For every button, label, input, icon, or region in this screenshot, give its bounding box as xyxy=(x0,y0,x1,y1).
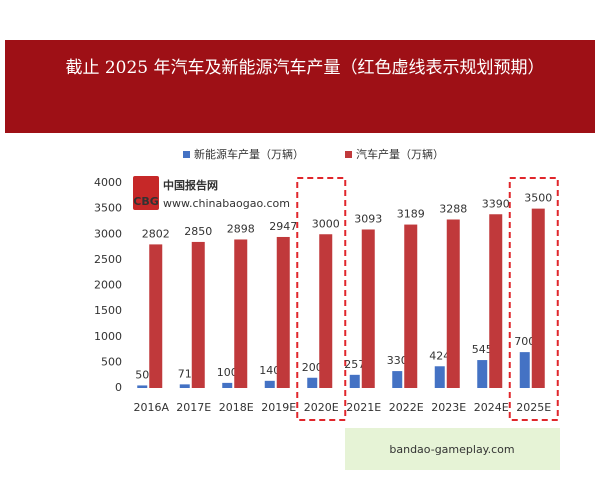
x-tick-label: 2019E xyxy=(261,401,296,414)
data-label: 100 xyxy=(217,366,238,379)
data-label: 3093 xyxy=(354,212,382,225)
x-tick-label: 2017E xyxy=(176,401,211,414)
logo-badge: CBG xyxy=(133,195,159,208)
data-label: 3189 xyxy=(397,208,425,221)
bar xyxy=(191,241,205,388)
bar xyxy=(489,214,503,388)
data-label: 257 xyxy=(344,358,365,371)
bar xyxy=(404,224,418,388)
bar xyxy=(137,385,148,388)
x-tick-label: 2022E xyxy=(389,401,424,414)
bar xyxy=(392,371,403,388)
y-tick-label: 0 xyxy=(115,381,122,394)
y-tick-label: 2500 xyxy=(94,253,122,266)
x-tick-label: 2018E xyxy=(219,401,254,414)
data-label: 50 xyxy=(135,368,149,381)
logo-url: www.chinabaogao.com xyxy=(163,197,290,210)
x-tick-label: 2023E xyxy=(431,401,466,414)
data-label: 3288 xyxy=(439,202,467,215)
bar xyxy=(519,352,530,388)
bar xyxy=(349,374,360,388)
bar xyxy=(234,239,248,388)
x-tick-label: 2020E xyxy=(304,401,339,414)
legend-swatch xyxy=(345,151,352,158)
bar xyxy=(446,219,460,388)
legend-label: 汽车产量（万辆） xyxy=(356,147,444,161)
data-label: 71 xyxy=(178,367,192,380)
data-label: 3390 xyxy=(482,197,510,210)
data-label: 545 xyxy=(472,343,493,356)
watermark: bandao-gameplay.com xyxy=(389,443,514,456)
bar xyxy=(276,236,290,388)
highlight-box xyxy=(296,177,347,421)
bar xyxy=(264,380,275,388)
y-tick-label: 2000 xyxy=(94,279,122,292)
logo-name: 中国报告网 xyxy=(163,178,218,192)
legend-label: 新能源车产量（万辆） xyxy=(194,147,304,161)
highlight-box xyxy=(508,177,559,421)
y-tick-label: 3000 xyxy=(94,227,122,240)
bar xyxy=(319,234,333,388)
y-tick-label: 4000 xyxy=(94,176,122,189)
x-tick-label: 2024E xyxy=(474,401,509,414)
legend-swatch xyxy=(183,151,190,158)
bar xyxy=(149,244,163,388)
x-tick-label: 2016A xyxy=(133,401,169,414)
y-tick-label: 1000 xyxy=(94,330,122,343)
bar xyxy=(477,360,488,388)
data-label: 3000 xyxy=(312,217,340,230)
bar xyxy=(531,208,545,388)
data-label: 2850 xyxy=(184,225,212,238)
data-label: 2947 xyxy=(269,220,297,233)
data-label: 2802 xyxy=(142,227,170,240)
chart-title: 截止 2025 年汽车及新能源汽车产量（红色虚线表示规划预期） xyxy=(5,40,595,133)
bar xyxy=(179,384,190,388)
watermark-box xyxy=(345,428,560,470)
logo-badge-box xyxy=(133,176,159,210)
data-label: 330 xyxy=(387,354,408,367)
data-label: 140 xyxy=(259,364,280,377)
data-label: 3500 xyxy=(524,192,552,205)
data-label: 700 xyxy=(514,335,535,348)
data-label: 200 xyxy=(302,361,323,374)
y-tick-label: 500 xyxy=(101,355,122,368)
bar xyxy=(307,377,318,388)
x-tick-label: 2025E xyxy=(516,401,551,414)
data-label: 2898 xyxy=(227,222,255,235)
y-tick-label: 1500 xyxy=(94,304,122,317)
bar xyxy=(361,229,375,388)
bar xyxy=(222,382,233,388)
data-label: 424 xyxy=(429,349,450,362)
x-tick-label: 2021E xyxy=(346,401,381,414)
y-tick-label: 3500 xyxy=(94,202,122,215)
bar xyxy=(434,366,445,388)
